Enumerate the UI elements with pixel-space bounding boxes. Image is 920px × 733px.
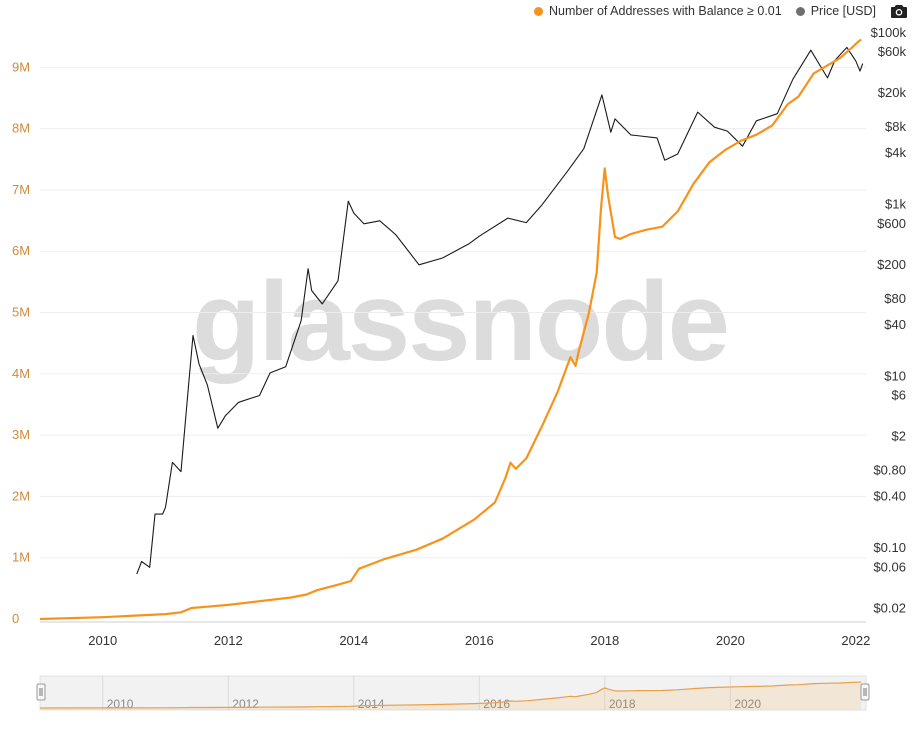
navigator-handle-left[interactable] xyxy=(36,683,46,701)
right-axis: $0.02 $0.06 $0.10 $0.40 $0.80 $2 $6 $10 $40 $80 $2… xyxy=(871,25,907,615)
right-axis-tick-label: $40 xyxy=(884,317,906,332)
right-axis-tick-label: $6 xyxy=(892,388,906,403)
price-line[interactable] xyxy=(136,46,864,575)
watermark-text: glassnode xyxy=(192,259,728,384)
navigator-line xyxy=(39,681,862,709)
right-axis-tick-label: $0.40 xyxy=(873,489,906,504)
right-axis-tick-label: $1k xyxy=(885,197,906,212)
x-axis-tick-label: 2020 xyxy=(716,633,745,648)
right-axis-tick-label: $600 xyxy=(877,216,906,231)
left-axis-tick-label: 6M xyxy=(12,243,30,258)
camera-icon[interactable] xyxy=(890,3,908,19)
x-axis-tick-label: 2016 xyxy=(465,633,494,648)
left-axis-tick-label: 1M xyxy=(12,550,30,565)
legend-price-label: Price [USD] xyxy=(810,4,876,18)
legend-price-swatch xyxy=(795,6,805,16)
right-axis-tick-label: $80 xyxy=(884,291,906,306)
right-axis-tick-label: $60k xyxy=(878,44,907,59)
right-axis-tick-label: $8k xyxy=(885,119,906,134)
left-axis-tick-label: 3M xyxy=(12,427,30,442)
right-axis-tick-label: $0.06 xyxy=(873,559,906,574)
right-axis-tick-label: $20k xyxy=(878,85,907,100)
right-axis-tick-label: $200 xyxy=(877,257,906,272)
x-axis-tick-label: 2012 xyxy=(214,633,243,648)
gridlines xyxy=(40,66,866,623)
right-axis-tick-label: $10 xyxy=(884,368,906,383)
legend-item-addresses[interactable]: Number of Addresses with Balance ≥ 0.01 xyxy=(534,4,782,18)
right-axis-tick-label: $0.80 xyxy=(873,463,906,478)
legend-addresses-swatch xyxy=(534,6,544,16)
legend-addresses-label: Number of Addresses with Balance ≥ 0.01 xyxy=(549,4,782,18)
navigator-tick-label: 2014 xyxy=(358,697,385,711)
x-axis-tick-label: 2018 xyxy=(590,633,619,648)
left-axis-tick-label: 9M xyxy=(12,59,30,74)
left-axis-tick-label: 4M xyxy=(12,366,30,381)
chart-legend: Number of Addresses with Balance ≥ 0.01 … xyxy=(534,3,908,19)
left-axis-tick-label: 7M xyxy=(12,182,30,197)
right-axis-tick-label: $2 xyxy=(892,429,906,444)
x-axis-tick-label: 2010 xyxy=(88,633,117,648)
left-axis: 0 1M 2M 3M 4M 5M 6M 7M 8M 9M xyxy=(12,59,30,626)
legend-item-price[interactable]: Price [USD] xyxy=(795,4,876,18)
navigator-handle-right[interactable] xyxy=(860,683,870,701)
navigator-tick-label: 2018 xyxy=(609,697,636,711)
right-axis-tick-label: $100k xyxy=(871,25,907,40)
right-axis-tick-label: $0.10 xyxy=(873,540,906,555)
right-axis-tick-label: $4k xyxy=(885,145,906,160)
watermark: glassnode xyxy=(192,259,730,384)
left-axis-tick-label: 8M xyxy=(12,121,30,136)
navigator-area xyxy=(40,682,862,710)
left-axis-tick-label: 2M xyxy=(12,488,30,503)
left-axis-tick-label: 5M xyxy=(12,305,30,320)
left-axis-tick-label: 0 xyxy=(12,611,19,626)
right-axis-tick-label: $0.02 xyxy=(873,600,906,615)
navigator-tick-label: 2016 xyxy=(483,697,510,711)
navigator-tick-label: 2020 xyxy=(734,697,761,711)
x-axis-tick-label: 2014 xyxy=(339,633,368,648)
x-axis-tick-label: 2022 xyxy=(841,633,870,648)
addresses-line[interactable] xyxy=(39,38,862,621)
plot-area[interactable] xyxy=(39,38,864,621)
x-axis: 2010 2012 2014 2016 2018 2020 2022 xyxy=(88,633,870,648)
